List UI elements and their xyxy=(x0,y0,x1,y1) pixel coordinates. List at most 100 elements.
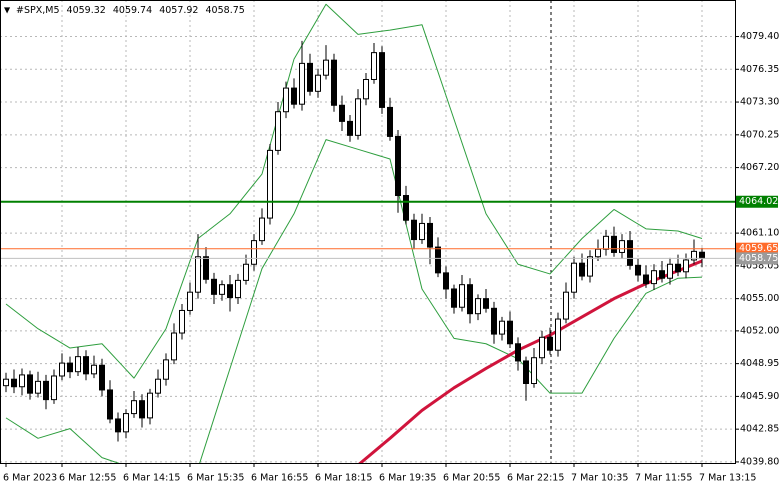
candle-body xyxy=(355,98,361,136)
candle-body xyxy=(43,380,49,401)
x-tick-label: 6 Mar 18:15 xyxy=(315,473,372,484)
y-tick-label: 4042.85 xyxy=(740,424,779,435)
candle-body xyxy=(19,374,25,388)
candle-body xyxy=(203,256,209,280)
candle-body xyxy=(411,219,417,241)
candle-body xyxy=(555,318,561,351)
candle-body xyxy=(659,270,665,279)
y-tick-label: 4070.25 xyxy=(740,129,779,140)
candle-body xyxy=(427,222,433,248)
symbol: #SPX,M5 xyxy=(16,5,60,16)
header-low: 4057.92 xyxy=(159,5,198,16)
candle-body xyxy=(259,217,265,242)
candle-body xyxy=(99,364,105,391)
candle-body xyxy=(683,259,689,273)
x-tick-label: 6 Mar 12:55 xyxy=(59,473,116,484)
candle-body xyxy=(147,392,153,419)
x-tick-label: 6 Mar 16:55 xyxy=(251,473,308,484)
candle-body xyxy=(347,120,353,136)
candle-body xyxy=(171,332,177,361)
y-tick-label: 4061.10 xyxy=(740,228,779,239)
header: #SPX,M5 4059.32 4059.74 4057.92 4058.75 xyxy=(16,5,245,16)
candle-body xyxy=(667,263,673,279)
candle-body xyxy=(579,262,585,277)
candle-body xyxy=(283,87,289,113)
candle-body xyxy=(115,418,121,433)
candle-body xyxy=(67,362,73,373)
candle-body xyxy=(507,320,513,345)
candle-body xyxy=(395,135,401,197)
candle-body xyxy=(435,246,441,274)
plot-frame xyxy=(0,0,736,464)
candle-body xyxy=(499,320,505,335)
header-close: 4058.75 xyxy=(206,5,245,16)
candle-body xyxy=(179,309,185,334)
price-tag xyxy=(736,195,778,208)
candle-body xyxy=(691,250,697,261)
candle-body xyxy=(107,389,113,420)
candle-body xyxy=(491,307,497,335)
axes: 4079.40 4076.35 4073.30 4070.25 4067.20 4061.… xyxy=(3,31,779,483)
candle-body xyxy=(155,378,161,394)
candle-body xyxy=(75,356,81,373)
candle-body xyxy=(419,222,425,241)
candle-body xyxy=(483,298,489,309)
price-tag-label: 4059.65 xyxy=(739,243,778,254)
x-tick-label: 7 Mar 10:35 xyxy=(571,473,628,484)
y-tick-label: 4073.30 xyxy=(740,97,779,108)
candle-body xyxy=(3,378,9,387)
candle-body xyxy=(547,336,553,351)
candle-body xyxy=(563,291,569,320)
price-tag-label: 4064.02 xyxy=(739,196,778,207)
y-tick-label: 4048.95 xyxy=(740,358,779,369)
y-tick-label: 4079.40 xyxy=(740,31,779,42)
x-tick-label: 6 Mar 19:35 xyxy=(379,473,436,484)
candle-body xyxy=(91,364,97,375)
indicator-line xyxy=(5,3,703,379)
candles xyxy=(3,40,705,442)
price-tag xyxy=(736,242,778,255)
candle-body xyxy=(211,278,217,295)
candle-body xyxy=(275,111,281,151)
x-tick-label: 6 Mar 14:15 xyxy=(123,473,180,484)
candle-body xyxy=(139,400,145,419)
candle-body xyxy=(467,284,473,315)
candle-body xyxy=(27,374,33,394)
candle-body xyxy=(595,248,601,258)
candle-body xyxy=(123,413,129,433)
candle-body xyxy=(251,240,257,265)
candle-body xyxy=(371,52,377,80)
candle-body xyxy=(451,288,457,308)
y-tick-label: 4052.00 xyxy=(740,325,779,336)
candle-body xyxy=(11,378,17,388)
candle-body xyxy=(227,284,233,299)
grid xyxy=(0,0,735,463)
candle-body xyxy=(331,59,337,106)
y-tick-label: 4039.80 xyxy=(740,456,779,467)
candle-body xyxy=(243,263,249,281)
header-open: 4059.32 xyxy=(67,5,106,16)
candle-body xyxy=(387,106,393,137)
collapse-arrow[interactable]: ▼ xyxy=(4,6,11,15)
candle-body xyxy=(131,400,137,415)
price-lines xyxy=(0,200,735,259)
candle-body xyxy=(459,284,465,308)
candle-body xyxy=(643,274,649,285)
y-tick-label: 4076.35 xyxy=(740,64,779,75)
candle-body xyxy=(443,272,449,290)
candle-body xyxy=(699,251,705,259)
price-tag-label: 4058.75 xyxy=(739,253,778,264)
candle-body xyxy=(323,59,329,76)
candle-body xyxy=(619,240,625,253)
price-tag xyxy=(736,252,778,265)
candle-body xyxy=(299,62,305,105)
y-tick-label: 4045.90 xyxy=(740,391,779,402)
candle-body xyxy=(523,360,529,385)
candle-body xyxy=(515,343,521,362)
candle-body xyxy=(235,279,241,299)
candle-body xyxy=(187,291,193,311)
y-tick-label: 4067.20 xyxy=(740,162,779,173)
candle-body xyxy=(675,263,681,273)
